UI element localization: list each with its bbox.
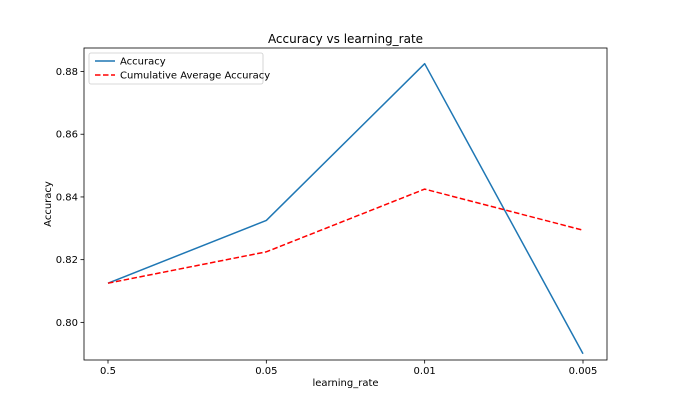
series-line-accuracy (107, 62, 584, 355)
x-tick-label: 0.5 (100, 366, 116, 377)
legend: Accuracy Cumulative Average Accuracy (88, 52, 270, 85)
legend-label-cumulative-average-accuracy: Cumulative Average Accuracy (120, 71, 270, 82)
x-tick-label: 0.01 (414, 366, 436, 377)
x-axis-ticks: 0.5 0.05 0.01 0.005 (100, 360, 597, 377)
x-tick-label: 0.005 (569, 366, 598, 377)
y-tick-label: 0.80 (56, 318, 78, 329)
y-axis-ticks: 0.80 0.82 0.84 0.86 0.88 (56, 67, 84, 329)
plot-area (83, 47, 608, 361)
legend-box (88, 52, 264, 85)
y-tick-label: 0.82 (56, 255, 78, 266)
chart-title: Accuracy vs learning_rate (268, 32, 423, 46)
y-axis-label: Accuracy (43, 181, 54, 227)
series-line-cumulative-average-accuracy (107, 188, 584, 284)
x-tick-label: 0.05 (255, 366, 277, 377)
x-axis-label: learning_rate (312, 378, 378, 389)
legend-label-accuracy: Accuracy (120, 57, 166, 68)
y-tick-label: 0.88 (56, 67, 78, 78)
y-tick-label: 0.86 (56, 130, 78, 141)
series-lines (107, 62, 584, 355)
y-tick-label: 0.84 (56, 192, 78, 203)
